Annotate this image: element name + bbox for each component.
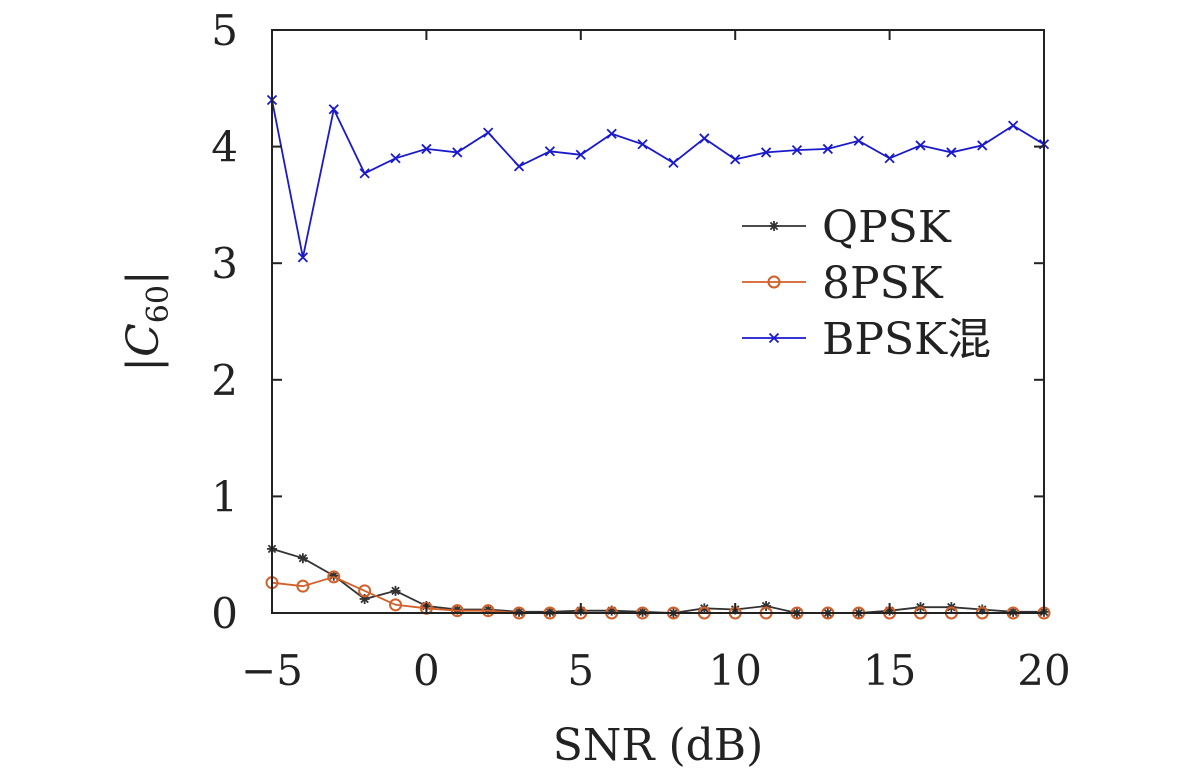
series-3-point [297,252,309,263]
series-3-point [668,157,679,169]
y-axis-title-bar-right: | [118,270,169,285]
series-3-point [1007,120,1019,131]
series-1-point [606,605,617,616]
x-tick-label: 0 [413,646,440,695]
series-1-point [452,604,463,615]
series-1-point [544,606,555,617]
y-tick-label: 2 [211,356,238,405]
series-1-point [359,594,370,605]
legend-marker [767,275,781,289]
series-1-line [271,548,1044,614]
y-tick-label: 5 [211,6,238,55]
series-2-point [389,598,403,612]
series-1-point [1008,606,1019,617]
series-3 [266,94,1050,263]
series-3-point [359,168,370,179]
series-1-point [297,553,308,564]
series-3-point [946,147,957,158]
series-2-point [450,604,464,618]
series-3-point [606,128,617,139]
series-3-line [271,99,1045,258]
y-tick-label: 3 [211,239,238,288]
series-3-point [915,140,926,151]
series-3-point [760,147,772,158]
y-axis-title-subscript: 60 [141,285,176,323]
series-1 [267,543,1049,618]
y-tick-label: 0 [211,589,238,638]
y-axis-title: |C60| [118,270,176,372]
series-3-point [544,146,556,157]
series-1-point [637,606,648,617]
series-3-point [328,104,339,115]
svg-text:|C60|: |C60| [118,270,176,372]
legend-label: QPSK [822,202,952,253]
x-tick-label: 10 [708,646,761,695]
series-1-point [514,606,525,617]
legend-label: BPSK混 [822,314,991,365]
series-1-point [761,601,772,612]
y-tick-label: 4 [211,123,238,172]
x-tick-label: 5 [567,646,594,695]
series-3-point [699,133,710,144]
series-2-point [481,604,495,618]
series-3-point [637,139,648,150]
series-2-point [358,584,372,598]
legend-marker [768,332,780,344]
series-3-point [884,153,895,164]
series-2 [265,570,1051,620]
series-2-point [296,579,310,593]
series-3-point [513,161,525,172]
series-3-point [390,153,401,164]
series-1-point [483,604,494,615]
series-3-point [853,135,864,146]
x-axis-title: SNR (dB) [553,720,764,771]
y-axis-title-symbol: C [118,323,169,357]
series-3-point [730,154,741,165]
legend-label: 8PSK [822,258,944,309]
legend-marker [769,221,779,231]
legend-entry-3: BPSK混 [742,314,991,365]
series-3-point [822,143,833,155]
legend-entry-1: QPSK [742,202,952,253]
series-3-point [452,147,463,158]
series-3-point [977,140,988,151]
plot-frame [271,29,1045,614]
series-3-point [575,149,586,160]
series-3-point [421,143,432,155]
x-tick-label: −5 [241,646,303,695]
x-tick-label: 20 [1017,646,1070,695]
series-3-point [791,144,803,156]
x-tick-label: 15 [863,646,916,695]
series-1-point [977,604,988,615]
legend-entry-2: 8PSK [742,258,944,309]
y-tick-label: 1 [211,472,238,521]
y-axis-title-bar-left: | [118,357,169,372]
series-2-point [327,570,341,584]
series-1-point [390,585,401,596]
series-3-point [483,127,494,138]
series-1-point [328,570,339,581]
